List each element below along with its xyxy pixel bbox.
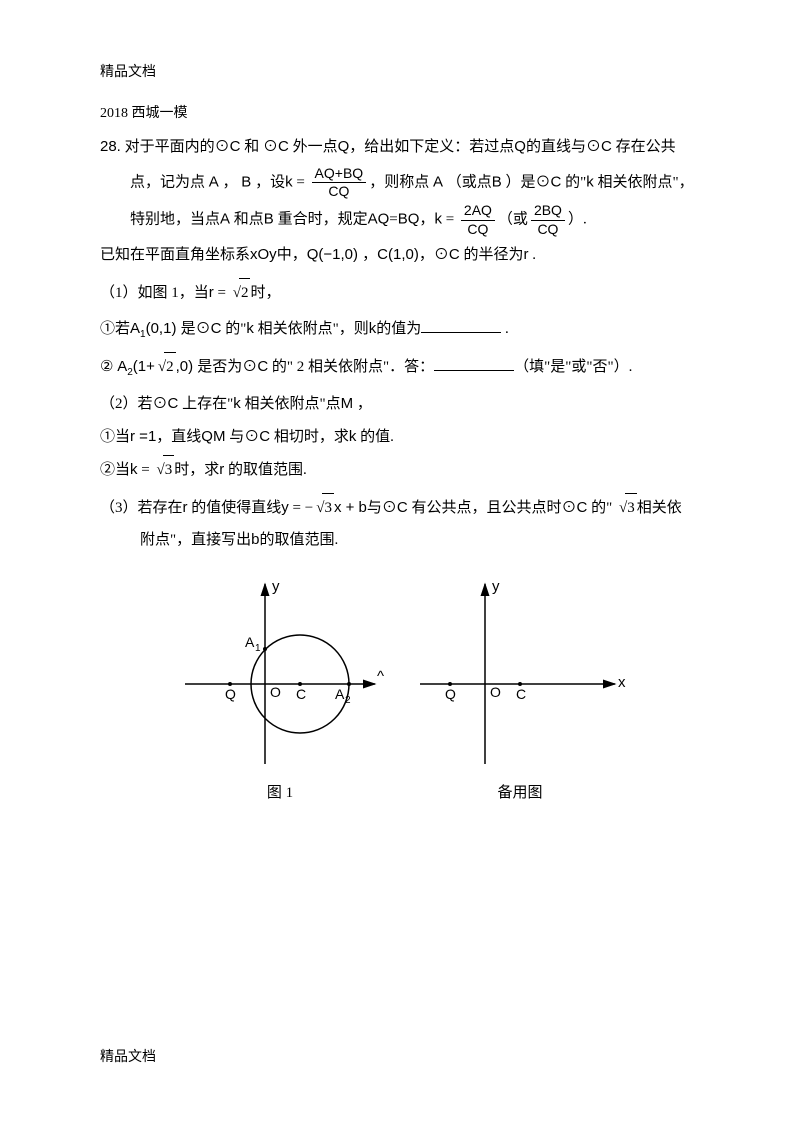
question-number: 28. [100,138,121,155]
sqrt3-icon: 3 [616,493,637,523]
fraction-2aq-cq: 2AQCQ [461,203,495,237]
problem-intro-line3: 特别地，当点A 和点B 重合时，规定AQ=BQ，k = 2AQCQ（或2BQCQ… [100,203,700,237]
problem-intro-line1: 28. 对于平面内的⊙C 和 ⊙C 外一点Q，给出如下定义：若过点Q的直线与⊙C… [100,133,700,162]
origin-label: O [490,684,501,700]
y-label: y [272,578,280,595]
c-point [298,682,302,686]
doc-footer: 精品文档 [100,1045,156,1072]
c-point [518,682,522,686]
q-point [448,682,452,686]
q-point [228,682,232,686]
figure2-caption: 备用图 [410,779,630,808]
origin-label: O [270,684,281,700]
x-caret: ^ [377,668,384,685]
a1-label: A [245,634,255,650]
c-label: C [516,686,526,702]
sqrt3-icon: 3 [153,455,174,485]
document-page: 精品文档 2018 西城一模 28. 对于平面内的⊙C 和 ⊙C 外一点Q，给出… [0,0,800,848]
sqrt3-icon: 3 [313,493,334,523]
sqrt2-icon: 2 [230,278,251,308]
fraction-aqbq-cq: AQ+BQCQ [312,166,367,200]
svg-text:1: 1 [255,643,261,654]
figure-area: y ^ O Q C A 1 A 2 图 1 [100,569,700,808]
figure1-svg: y ^ O Q C A 1 A 2 [170,569,390,769]
part1-header: （1）如图 1，当r = 2时， [100,278,700,308]
problem-intro-line2: 点，记为点 A ， B ，设k = AQ+BQCQ，则称点 A （或点B ）是⊙… [100,166,700,200]
figure-2: y x O Q C 备用图 [410,569,630,808]
answer-blank-1 [421,317,501,334]
answer-blank-2 [434,355,514,372]
part1-sub2: ② A2(1+2,0) 是否为⊙C 的" 2 相关依附点"．答：（填"是"或"否… [100,352,700,382]
doc-header: 精品文档 [100,60,700,87]
figure2-svg: y x O Q C [410,569,630,769]
a1-point [263,647,267,651]
c-label: C [296,686,306,702]
part2-sub2: ②当k = 3时，求r 的取值范围. [100,455,700,485]
fraction-2bq-cq: 2BQCQ [531,203,565,237]
part2-header: （2）若⊙C 上存在"k 相关依附点"点M ， [100,390,700,419]
part2-sub1: ①当r =1，直线QM 与⊙C 相切时，求k 的值. [100,423,700,452]
q-label: Q [225,686,236,702]
sqrt2-icon: 2 [155,352,176,382]
given-line: 已知在平面直角坐标系xOy中，Q(−1,0) ，C(1,0)，⊙C 的半径为r … [100,241,700,270]
figure-1: y ^ O Q C A 1 A 2 图 1 [170,569,390,808]
svg-text:2: 2 [345,695,351,706]
part3-line1: （3）若存在r 的值使得直线y = −3x + b与⊙C 有公共点，且公共点时⊙… [100,493,700,523]
a2-label: A [335,686,345,702]
a2-point [347,682,351,686]
part1-sub1: ①若A1(0,1) 是⊙C 的"k 相关依附点"，则k的值为 . [100,315,700,344]
x-label: x [618,674,626,691]
source-title: 2018 西城一模 [100,101,700,128]
figure1-caption: 图 1 [170,779,390,808]
y-label: y [492,578,500,595]
q-label: Q [445,686,456,702]
part3-line2: 附点"，直接写出b的取值范围. [100,526,700,555]
